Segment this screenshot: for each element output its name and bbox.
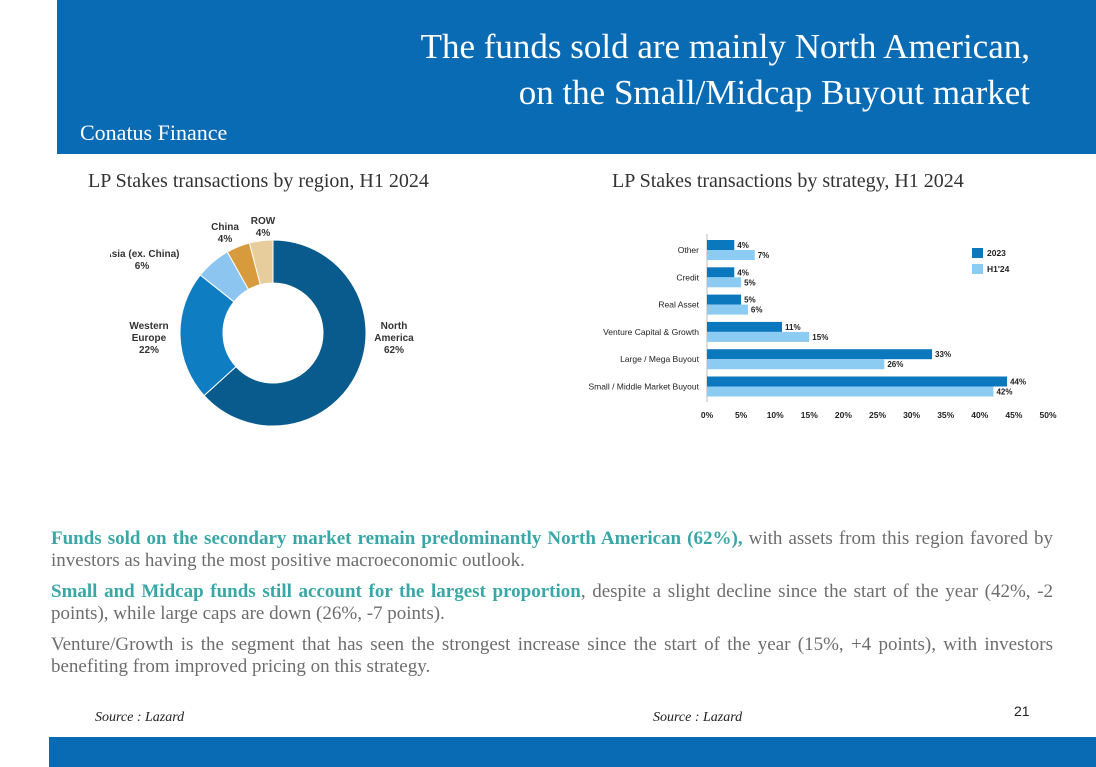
bar-value-label: 26% [887, 360, 903, 369]
bar-h1-24 [707, 304, 748, 315]
bar-h1-24 [707, 386, 994, 397]
donut-label-2: Asia (ex. China) 6% [110, 249, 180, 272]
paragraph-1-highlight: Funds sold on the secondary market remai… [51, 528, 743, 549]
legend-label-h1-24: H1'24 [987, 264, 1010, 274]
bar-category-label: Credit [676, 272, 699, 282]
donut-slice-row [248, 239, 274, 286]
x-tick-label: 0% [701, 410, 714, 420]
bar-chart-title: LP Stakes transactions by strategy, H1 2… [612, 170, 964, 192]
x-tick-label: 35% [937, 410, 954, 420]
donut-label-0: North America 62% [374, 321, 414, 356]
title-line-2: on the Small/Midcap Buyout market [518, 73, 1030, 112]
bar-value-label: 4% [737, 241, 749, 250]
x-tick-label: 50% [1039, 410, 1056, 420]
x-tick-label: 40% [971, 410, 988, 420]
donut-label-4: ROW 4% [251, 216, 276, 239]
page-title: The funds sold are mainly North American… [130, 24, 1030, 116]
bar-category-label: Other [678, 245, 699, 255]
legend-swatch-2023 [972, 248, 983, 258]
footer-bar [49, 737, 1096, 767]
donut-chart-title: LP Stakes transactions by region, H1 202… [88, 170, 429, 192]
bar-category-label: Small / Middle Market Buyout [588, 382, 699, 392]
x-tick-label: 5% [735, 410, 748, 420]
bar-value-label: 6% [751, 306, 763, 315]
bar-value-label: 44% [1010, 378, 1026, 387]
x-tick-label: 15% [801, 410, 818, 420]
bar-h1-24 [707, 359, 885, 370]
donut-chart: North America 62% Western Europe 22% Asia (ex.… [110, 216, 414, 427]
paragraph-3: Venture/Growth is the segment that has s… [51, 634, 1053, 677]
bar-category-label: Large / Mega Buyout [620, 354, 700, 364]
paragraph-1-rest: with assets from this region favored by … [51, 528, 1053, 571]
bar-2023 [707, 267, 735, 278]
bar-2023 [707, 294, 742, 305]
bar-value-label: 5% [744, 296, 756, 305]
bar-value-label: 5% [744, 278, 756, 287]
donut-slice-north-america [203, 239, 367, 427]
paragraph-2-rest: , despite a slight decline since the sta… [51, 581, 1053, 624]
body-text: Funds sold on the secondary market remai… [51, 528, 1053, 687]
bar-value-label: 42% [996, 388, 1012, 397]
bar-h1-24 [707, 331, 810, 342]
bar-2023 [707, 376, 1008, 387]
legend-label-2023: 2023 [987, 248, 1006, 258]
x-tick-label: 30% [903, 410, 920, 420]
bar-value-label: 15% [812, 333, 828, 342]
paragraph-2-highlight: Small and Midcap funds still account for… [51, 581, 581, 602]
brand-name: Conatus Finance [80, 120, 228, 145]
bar-chart: Other 4%7%Credit 4%5%Real Asset 5%6%Venture… [588, 234, 1057, 420]
bar-category-label: Venture Capital & Growth [603, 327, 699, 337]
bar-value-label: 11% [785, 323, 801, 332]
paragraph-1: Funds sold on the secondary market remai… [51, 528, 1053, 572]
donut-slice-western-europe [179, 274, 237, 397]
source-right: Source : Lazard [653, 710, 743, 725]
donut-label-3: China 4% [211, 222, 239, 245]
x-tick-label: 10% [767, 410, 784, 420]
x-tick-label: 25% [869, 410, 886, 420]
bar-h1-24 [707, 277, 742, 288]
bar-h1-24 [707, 250, 755, 260]
bar-value-label: 33% [935, 350, 951, 359]
bar-2023 [707, 321, 783, 332]
paragraph-2: Small and Midcap funds still account for… [51, 581, 1053, 625]
legend-swatch-h1-24 [972, 264, 983, 274]
title-line-1: The funds sold are mainly North American… [420, 27, 1030, 66]
x-tick-label: 20% [835, 410, 852, 420]
page-number: 21 [1014, 703, 1030, 719]
bar-value-label: 7% [758, 251, 770, 260]
bar-2023 [707, 240, 735, 250]
bar-2023 [707, 349, 933, 360]
bar-category-label: Real Asset [658, 300, 699, 310]
source-left: Source : Lazard [95, 710, 185, 725]
header-bar: The funds sold are mainly North American… [57, 0, 1096, 154]
bar-value-label: 4% [737, 268, 749, 277]
x-tick-label: 45% [1005, 410, 1022, 420]
donut-label-1: Western Europe 22% [129, 321, 168, 356]
